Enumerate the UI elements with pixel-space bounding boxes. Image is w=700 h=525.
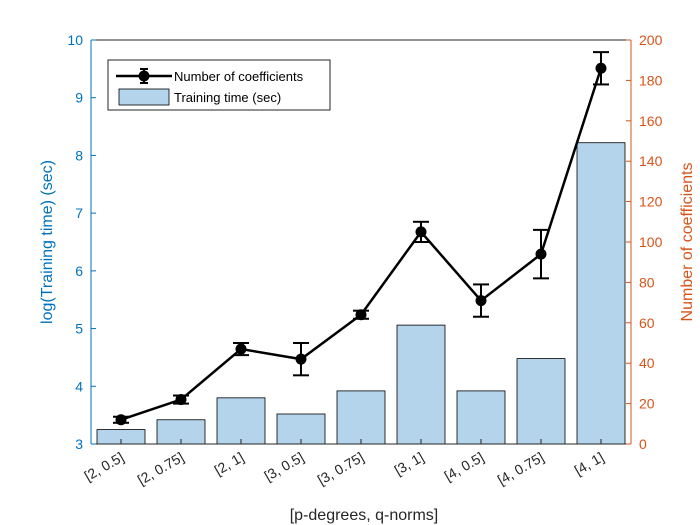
left-y-tick-label: 4	[75, 378, 83, 394]
right-y-tick-label: 200	[639, 32, 663, 48]
bar-training-time	[396, 324, 446, 445]
bar-training-time	[216, 397, 266, 445]
legend: Number of coefficients Training time (se…	[107, 59, 331, 111]
bar-training-time	[336, 390, 386, 445]
right-y-tick-label: 0	[639, 436, 647, 452]
legend-bar-swatch	[118, 88, 170, 106]
right-y-tick-label: 20	[639, 396, 655, 412]
data-point-coefficients	[355, 309, 367, 321]
legend-label-coefficients: Number of coefficients	[174, 69, 304, 84]
right-y-tick-label: 60	[639, 315, 655, 331]
right-y-tick-label: 40	[639, 355, 655, 371]
right-y-tick-label: 100	[639, 234, 663, 250]
bar-training-time	[276, 413, 326, 445]
data-point-coefficients	[475, 295, 487, 307]
bar-training-time	[516, 358, 566, 445]
data-point-coefficients	[295, 353, 307, 365]
left-y-tick-label: 7	[75, 205, 83, 221]
data-point-coefficients	[535, 248, 547, 260]
data-point-coefficients	[175, 394, 187, 406]
left-y-tick-label: 8	[75, 147, 83, 163]
right-y-tick-label: 180	[639, 72, 663, 88]
legend-label-training-time: Training time (sec)	[174, 90, 281, 105]
right-y-tick-label: 120	[639, 194, 663, 210]
right-y-tick-label: 160	[639, 113, 663, 129]
left-y-axis-title: log(Training time) (sec)	[39, 160, 56, 324]
data-point-coefficients	[415, 226, 427, 238]
x-axis-title: [p-degrees, q-norms]	[290, 507, 439, 524]
left-y-tick-label: 9	[75, 90, 83, 106]
left-y-tick-label: 10	[67, 32, 83, 48]
data-point-coefficients	[595, 62, 607, 74]
data-point-coefficients	[235, 343, 247, 355]
bars-layer	[96, 142, 626, 445]
bar-training-time	[456, 390, 506, 445]
left-y-tick-label: 3	[75, 436, 83, 452]
legend-marker-swatch	[138, 70, 150, 82]
right-y-axis-title: Number of coefficients	[679, 163, 696, 322]
right-y-tick-label: 80	[639, 274, 655, 290]
left-y-tick-label: 5	[75, 321, 83, 337]
left-y-tick-label: 6	[75, 263, 83, 279]
bar-training-time	[576, 142, 626, 445]
data-point-coefficients	[115, 414, 127, 426]
line-layer	[113, 51, 609, 426]
right-y-tick-label: 140	[639, 153, 663, 169]
